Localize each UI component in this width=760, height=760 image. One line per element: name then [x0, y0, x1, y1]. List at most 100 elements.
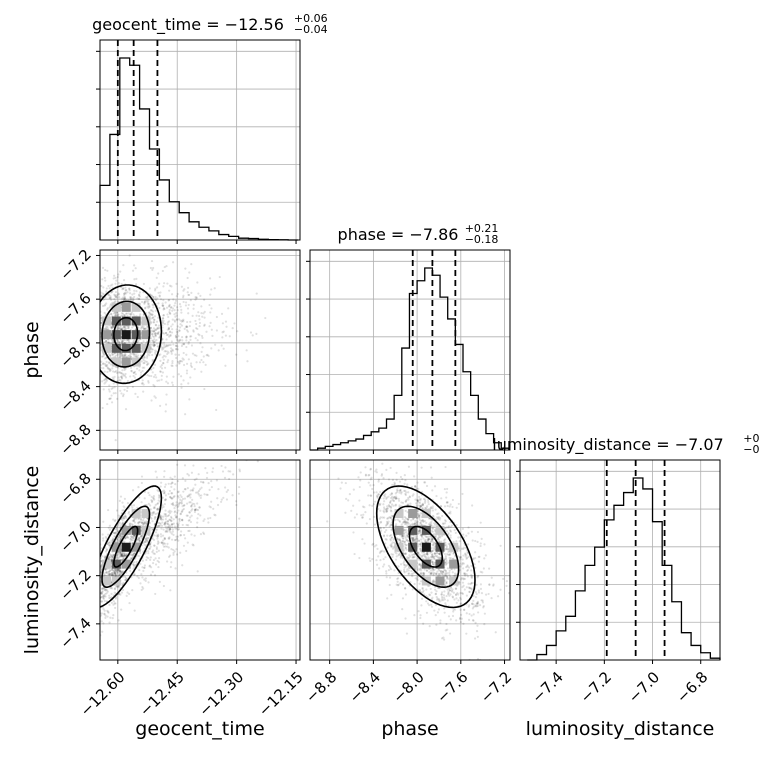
scatter-point — [453, 598, 455, 600]
scatter-point — [76, 607, 78, 609]
scatter-point — [142, 367, 144, 369]
scatter-point — [150, 309, 152, 311]
scatter-point — [93, 334, 95, 336]
scatter-point — [202, 361, 204, 363]
scatter-point — [189, 496, 191, 498]
panel-frame — [100, 40, 300, 240]
scatter-point — [96, 316, 98, 318]
scatter-point — [156, 297, 158, 299]
scatter-point — [182, 451, 184, 453]
scatter-point — [95, 559, 97, 561]
scatter-point — [190, 505, 192, 507]
scatter-point — [94, 584, 96, 586]
scatter-point — [142, 340, 144, 342]
scatter-point — [142, 391, 144, 393]
scatter-point — [156, 321, 158, 323]
panel-frame — [310, 250, 510, 450]
scatter-point — [162, 317, 164, 319]
scatter-point — [457, 599, 459, 601]
scatter-point — [162, 270, 164, 272]
scatter-point — [210, 480, 212, 482]
scatter-point — [449, 505, 451, 507]
scatter-point — [91, 330, 93, 332]
scatter-point — [185, 336, 187, 338]
scatter-point — [97, 590, 99, 592]
scatter-point — [491, 577, 493, 579]
scatter-point — [189, 339, 191, 341]
scatter-point — [197, 339, 199, 341]
scatter-point — [197, 491, 199, 493]
scatter-point — [91, 592, 93, 594]
scatter-point — [382, 503, 384, 505]
scatter-point — [167, 520, 169, 522]
scatter-point — [143, 567, 145, 569]
scatter-point — [169, 589, 171, 591]
scatter-point — [95, 576, 97, 578]
scatter-point — [381, 463, 383, 465]
scatter-point — [97, 337, 99, 339]
scatter-point — [157, 272, 159, 274]
scatter-point — [131, 523, 133, 525]
scatter-point — [411, 575, 413, 577]
scatter-point — [84, 565, 86, 567]
scatter-point — [144, 538, 146, 540]
scatter-point — [440, 541, 442, 543]
scatter-point — [383, 506, 385, 508]
scatter-point — [77, 660, 79, 662]
scatter-point — [192, 490, 194, 492]
scatter-point — [198, 473, 200, 475]
scatter-point — [106, 615, 108, 617]
scatter-point — [181, 286, 183, 288]
scatter-point — [90, 609, 92, 611]
scatter-point — [414, 485, 416, 487]
scatter-point — [108, 595, 110, 597]
density-block — [132, 344, 141, 353]
scatter-point — [478, 561, 480, 563]
scatter-point — [157, 543, 159, 545]
scatter-point — [177, 540, 179, 542]
scatter-point — [156, 343, 158, 345]
scatter-point — [138, 569, 140, 571]
scatter-point — [97, 316, 99, 318]
scatter-point — [207, 517, 209, 519]
scatter-point — [132, 386, 134, 388]
scatter-point — [134, 521, 136, 523]
scatter-point — [163, 492, 165, 494]
scatter-point — [141, 301, 143, 303]
scatter-point — [386, 535, 388, 537]
scatter-point — [86, 358, 88, 360]
scatter-point — [162, 322, 164, 324]
scatter-point — [121, 288, 123, 290]
scatter-point — [344, 512, 346, 514]
scatter-point — [190, 533, 192, 535]
scatter-point — [158, 324, 160, 326]
scatter-point — [139, 582, 141, 584]
scatter-point — [124, 373, 126, 375]
scatter-point — [114, 283, 116, 285]
scatter-point — [113, 570, 115, 572]
scatter-point — [339, 487, 341, 489]
scatter-point — [97, 337, 99, 339]
scatter-point — [189, 376, 191, 378]
scatter-point — [390, 594, 392, 596]
scatter-point — [169, 510, 171, 512]
scatter-point — [120, 392, 122, 394]
scatter-point — [200, 312, 202, 314]
scatter-point — [386, 521, 388, 523]
scatter-point — [132, 341, 134, 343]
scatter-point — [228, 478, 230, 480]
scatter-point — [442, 637, 444, 639]
scatter-point — [104, 357, 106, 359]
scatter-point — [164, 545, 166, 547]
scatter-point — [182, 524, 184, 526]
scatter-point — [246, 349, 248, 351]
x-tick-label-geocent_time: −12.15 — [255, 668, 307, 720]
scatter-point — [131, 293, 133, 295]
density-block — [122, 330, 131, 339]
scatter-point — [149, 564, 151, 566]
scatter-point — [184, 413, 186, 415]
scatter-point — [123, 393, 125, 395]
scatter-point — [154, 574, 156, 576]
scatter-point — [63, 331, 65, 333]
scatter-point — [127, 512, 129, 514]
